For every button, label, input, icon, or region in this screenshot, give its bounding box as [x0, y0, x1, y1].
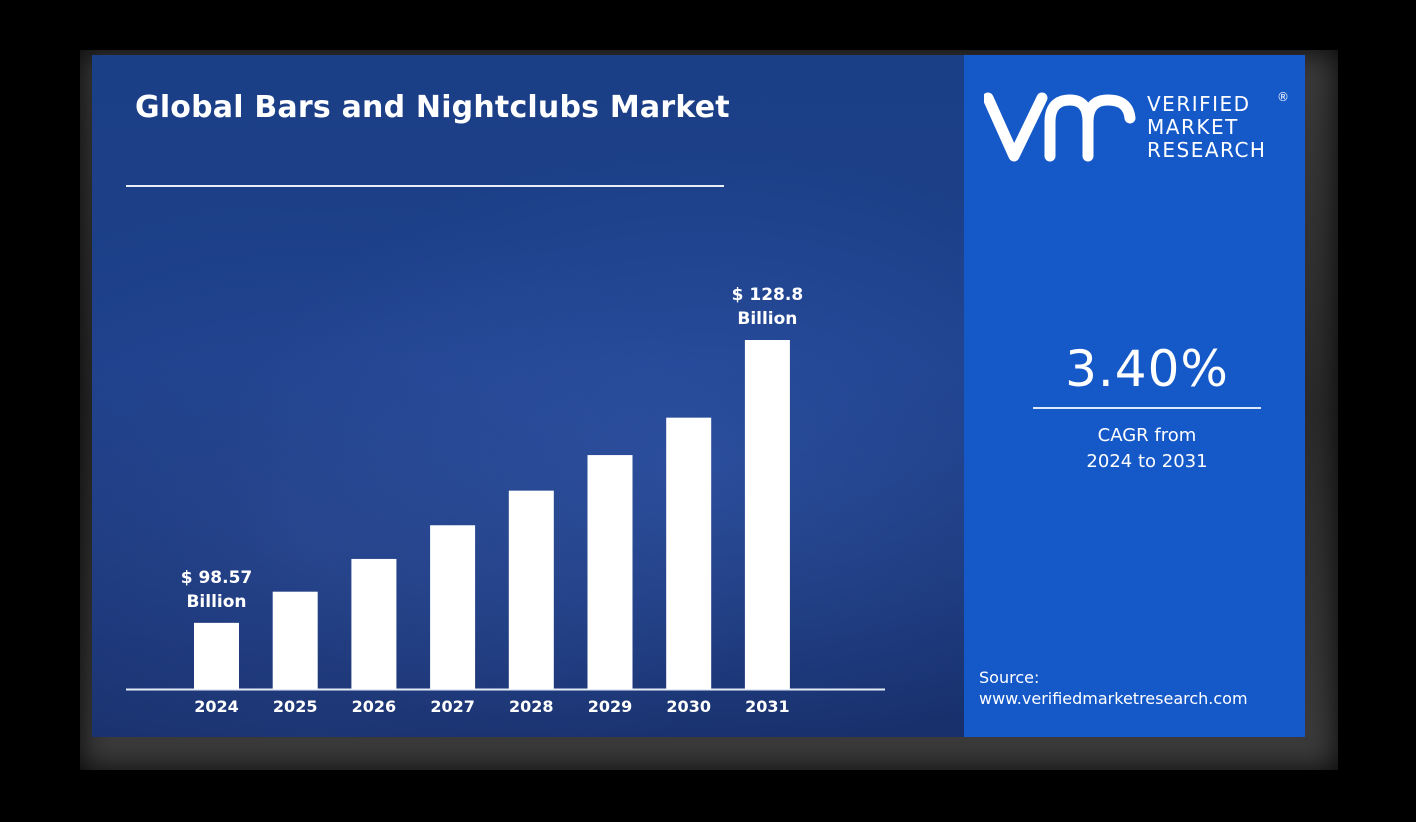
x-tick-label-2027: 2027 [430, 697, 475, 716]
x-tick-label-2031: 2031 [745, 697, 790, 716]
source-url[interactable]: www.verifiedmarketresearch.com [979, 689, 1248, 708]
title-underline [126, 185, 724, 187]
data-label-2024-line-1: $ 98.57 [181, 568, 253, 588]
bar-2028 [508, 490, 554, 689]
x-tick-label-2026: 2026 [352, 697, 397, 716]
chart-title: Global Bars and Nightclubs Market [135, 90, 730, 125]
brand-wordmark: VERIFIED MARKET RESEARCH [1147, 93, 1266, 162]
bar-2027 [430, 525, 476, 689]
data-label-2031-line-1: $ 128.8 [732, 285, 804, 305]
vmr-logo-icon [984, 92, 1136, 162]
cagr-value: 3.40% [1065, 340, 1229, 398]
source-note: Source: www.verifiedmarketresearch.com [979, 667, 1248, 709]
cagr-label: CAGR from 2024 to 2031 [1034, 423, 1260, 475]
data-label-2031-line-2: Billion [737, 309, 797, 329]
x-tick-label-2028: 2028 [509, 697, 554, 716]
bar-2030 [666, 417, 712, 689]
x-tick-label-2024: 2024 [194, 697, 239, 716]
brand-line-3: RESEARCH [1147, 138, 1267, 162]
bar-2026 [351, 558, 397, 689]
bar-2025 [272, 591, 318, 689]
bar-2024 [194, 622, 239, 689]
bar-2031 [744, 340, 790, 689]
x-tick-label-2029: 2029 [588, 697, 633, 716]
cagr-label-line-2: 2024 to 2031 [1086, 451, 1208, 472]
registered-mark: ® [1277, 90, 1289, 104]
x-tick-label-2025: 2025 [273, 697, 318, 716]
brand-line-2: MARKET [1147, 115, 1239, 139]
data-label-2024-line-2: Billion [186, 592, 246, 612]
brand-line-1: VERIFIED [1147, 92, 1251, 116]
bar-2029 [587, 455, 633, 689]
source-label: Source: [979, 668, 1040, 687]
x-tick-label-2030: 2030 [666, 697, 711, 716]
brand-panel [964, 55, 1305, 737]
cagr-label-line-1: CAGR from [1097, 425, 1197, 446]
cagr-divider [1033, 407, 1261, 409]
